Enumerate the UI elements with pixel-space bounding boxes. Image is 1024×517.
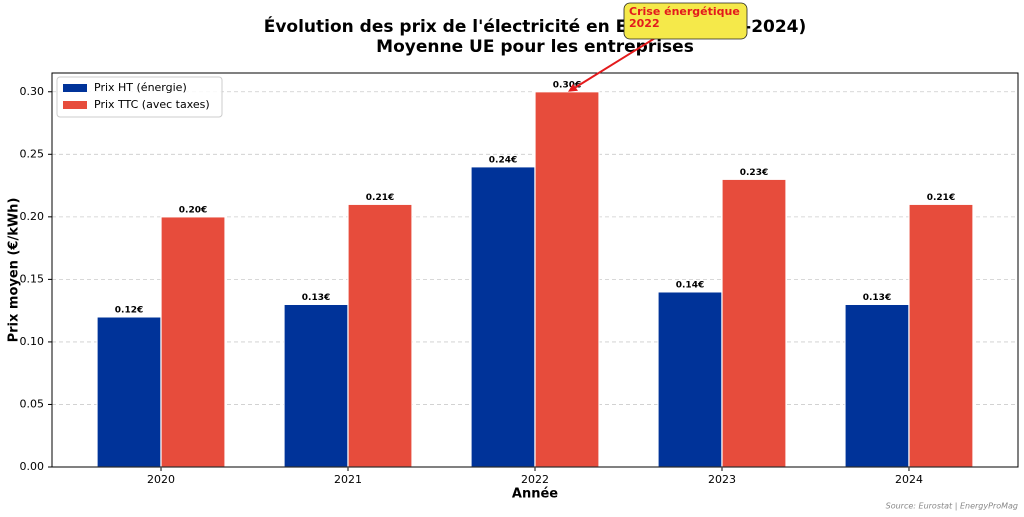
bar	[721, 178, 787, 468]
legend: Prix HT (énergie) Prix TTC (avec taxes)	[56, 76, 223, 118]
bar	[347, 203, 413, 468]
value-label: 0.20€	[179, 205, 207, 215]
value-label: 0.21€	[927, 193, 955, 203]
plot-frame	[51, 72, 1019, 468]
value-label: 0.21€	[366, 193, 394, 203]
legend-label: Prix HT (énergie)	[94, 81, 187, 94]
legend-swatch	[63, 101, 87, 109]
legend-swatch	[63, 84, 87, 92]
y-tick-label: 0.15	[20, 272, 45, 285]
y-tick-label: 0.30	[20, 85, 45, 98]
source-note: Source: Eurostat | EnergyProMag	[886, 502, 1018, 511]
y-tick-label: 0.05	[20, 397, 45, 410]
x-tick-label: 2023	[708, 473, 736, 486]
y-tick-label: 0.20	[20, 210, 45, 223]
y-axis-label: Prix moyen (€/kWh)	[7, 198, 22, 343]
y-tick-label: 0.10	[20, 335, 45, 348]
x-tick-label: 2020	[147, 473, 175, 486]
value-label: 0.24€	[489, 155, 517, 165]
annotation-text: Crise énergétique	[629, 5, 740, 18]
chart-subtitle: Moyenne UE pour les entreprises	[376, 37, 694, 57]
bar	[160, 216, 226, 468]
y-tick-label: 0.25	[20, 147, 45, 160]
annotation-box	[623, 2, 748, 40]
value-label: 0.13€	[863, 293, 891, 303]
annotation-arrowhead	[568, 83, 578, 92]
value-label: 0.13€	[302, 293, 330, 303]
bar	[908, 203, 974, 468]
bar	[470, 166, 536, 468]
annotation-text: 2022	[629, 17, 660, 30]
bar	[844, 303, 910, 468]
x-tick-label: 2024	[895, 473, 923, 486]
annotation-arrow	[569, 34, 661, 92]
x-tick-label: 2021	[334, 473, 362, 486]
value-label: 0.30€	[553, 80, 581, 90]
bar	[534, 91, 600, 468]
legend-box	[56, 76, 223, 118]
x-axis-label: Année	[512, 487, 558, 502]
bar	[283, 303, 349, 468]
bar	[96, 316, 162, 468]
bar	[657, 291, 723, 468]
legend-label: Prix TTC (avec taxes)	[94, 98, 210, 111]
y-tick-label: 0.00	[20, 460, 45, 473]
value-label: 0.23€	[740, 168, 768, 178]
value-label: 0.14€	[676, 280, 704, 290]
value-label: 0.12€	[115, 305, 143, 315]
x-tick-label: 2022	[521, 473, 549, 486]
